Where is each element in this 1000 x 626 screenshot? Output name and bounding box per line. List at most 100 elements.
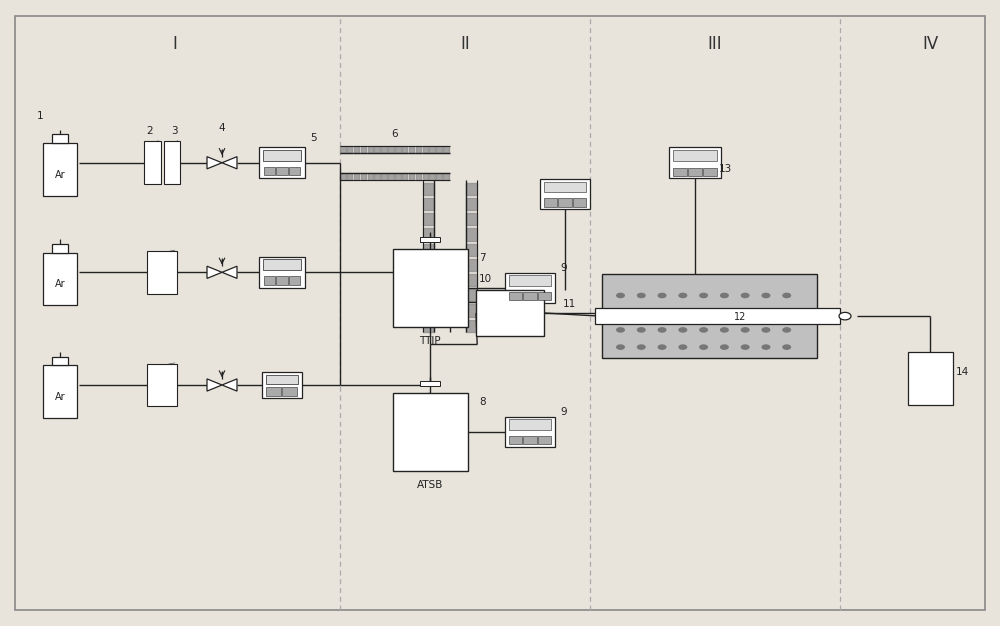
Bar (144, 141, 160, 184)
Bar (703, 168, 717, 176)
Bar (540, 179, 590, 209)
Circle shape (741, 344, 750, 350)
Bar (282, 387, 297, 396)
Bar (669, 147, 721, 178)
Bar (538, 436, 551, 444)
Text: 1: 1 (37, 111, 43, 121)
Circle shape (699, 344, 708, 350)
Polygon shape (222, 379, 237, 391)
Circle shape (761, 310, 770, 316)
Bar (266, 387, 281, 396)
Bar (259, 257, 305, 288)
Bar (262, 372, 302, 398)
Bar (420, 381, 440, 386)
Circle shape (658, 327, 667, 333)
Text: 12: 12 (734, 312, 746, 322)
Circle shape (761, 327, 770, 333)
Circle shape (741, 310, 750, 316)
Bar (538, 292, 551, 300)
Bar (544, 198, 557, 207)
Bar (259, 147, 305, 178)
Bar (392, 249, 468, 327)
Bar (509, 436, 522, 444)
Text: II: II (460, 35, 470, 53)
Bar (43, 253, 77, 305)
Circle shape (720, 310, 729, 316)
Circle shape (658, 344, 667, 350)
Text: 9: 9 (560, 407, 567, 417)
Bar (43, 365, 77, 418)
Circle shape (637, 344, 646, 350)
Text: TTIP: TTIP (419, 336, 441, 346)
Text: 7: 7 (479, 254, 486, 263)
Circle shape (658, 293, 667, 299)
Bar (52, 357, 68, 365)
Bar (476, 290, 544, 336)
Text: 2: 2 (147, 126, 153, 136)
Bar (164, 141, 180, 184)
Bar (573, 198, 586, 207)
Text: 14: 14 (956, 367, 969, 377)
Circle shape (720, 327, 729, 333)
Polygon shape (207, 266, 222, 279)
Circle shape (637, 310, 646, 316)
Text: IV: IV (922, 35, 938, 53)
Text: ATSB: ATSB (417, 480, 443, 490)
Text: 9: 9 (560, 263, 567, 273)
Circle shape (658, 310, 667, 316)
Bar (289, 276, 300, 285)
Bar (392, 393, 468, 471)
Bar (544, 182, 586, 192)
Polygon shape (222, 266, 237, 279)
Bar (673, 150, 717, 161)
Bar (523, 436, 537, 444)
Bar (147, 251, 177, 294)
Text: Ar: Ar (55, 170, 65, 180)
Bar (523, 292, 537, 300)
Bar (289, 167, 300, 175)
Circle shape (782, 327, 791, 333)
Circle shape (720, 293, 729, 299)
Bar (420, 237, 440, 242)
Text: III: III (708, 35, 722, 53)
Bar (263, 259, 301, 270)
Circle shape (637, 327, 646, 333)
Text: 10: 10 (479, 274, 492, 284)
Circle shape (699, 327, 708, 333)
Polygon shape (207, 156, 222, 169)
Text: 8: 8 (479, 398, 486, 407)
Bar (276, 276, 288, 285)
Circle shape (678, 327, 687, 333)
Text: Ar: Ar (55, 392, 65, 402)
Text: 11: 11 (562, 299, 576, 309)
Bar (147, 364, 177, 406)
Circle shape (616, 310, 625, 316)
Circle shape (839, 312, 851, 320)
Bar (688, 168, 702, 176)
Text: Ar: Ar (55, 279, 65, 289)
Circle shape (782, 293, 791, 299)
Circle shape (616, 344, 625, 350)
Text: 4: 4 (219, 123, 225, 133)
Text: 5: 5 (310, 133, 317, 143)
Bar (52, 244, 68, 253)
Bar (263, 150, 301, 161)
Circle shape (782, 310, 791, 316)
Bar (505, 273, 555, 303)
Bar (266, 375, 298, 384)
Bar (43, 143, 77, 195)
Polygon shape (222, 156, 237, 169)
Bar (509, 419, 551, 430)
Circle shape (678, 310, 687, 316)
Bar (602, 274, 817, 358)
Circle shape (761, 344, 770, 350)
Bar (595, 308, 840, 324)
Polygon shape (207, 379, 222, 391)
Text: 3: 3 (171, 126, 177, 136)
Circle shape (761, 293, 770, 299)
Circle shape (699, 293, 708, 299)
Circle shape (678, 344, 687, 350)
Bar (509, 292, 522, 300)
Text: 6: 6 (392, 130, 398, 140)
Text: I: I (173, 35, 177, 53)
